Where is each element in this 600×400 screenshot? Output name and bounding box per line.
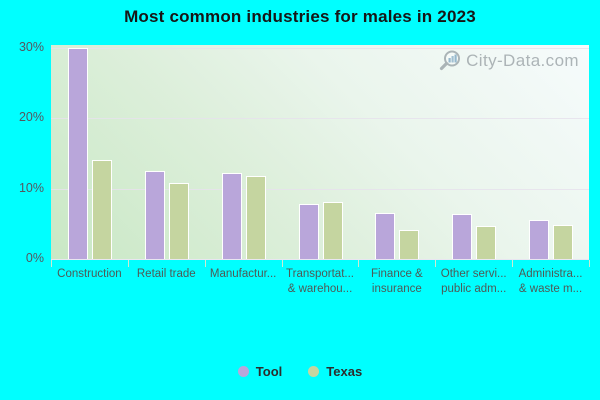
x-tick-4 [358,260,360,267]
x-tick-7 [589,260,590,267]
magnifier-chart-icon [440,50,461,71]
legend-item-tool[interactable]: Tool [237,364,283,379]
legend-item-texas[interactable]: Texas [308,364,362,379]
x-category-label-4: Finance & insurance [370,268,423,295]
y-tick-label-20: 20% [18,110,44,125]
bar-texas-4[interactable] [399,229,420,259]
bar-tool-0[interactable] [67,47,88,259]
x-tick-2 [204,260,206,267]
x-category-label-1: Retail trade [136,268,196,280]
bar-tool-6[interactable] [529,220,550,259]
legend: Tool Texas [0,364,600,379]
x-tick-1 [127,260,129,267]
y-tick-label-30: 30% [18,40,44,54]
bar-texas-5[interactable] [476,226,497,259]
x-category-label-0: Construction [57,268,122,280]
legend-marker-icon [308,366,320,377]
chart-title: Most common industries for males in 2023 [124,7,476,26]
bar-tool-5[interactable] [452,213,473,259]
x-tick-6 [512,260,514,267]
plot-area: City-Data.com [51,45,589,259]
gridline-30 [51,48,589,49]
bar-texas-2[interactable] [245,175,266,259]
bar-texas-1[interactable] [168,183,189,259]
y-tick-label-10: 10% [18,180,44,195]
y-tick-label-0: 0% [25,251,44,265]
bar-tool-2[interactable] [221,172,242,259]
x-axis-line [51,259,589,260]
legend-marker-icon [237,366,249,377]
gridline-20 [51,118,589,120]
bar-tool-3[interactable] [298,203,319,259]
x-category-label-2: Manufactur... [209,268,277,280]
watermark-text: City-Data.com [466,50,579,70]
x-category-label-6: Administra... & waste m... [518,268,583,295]
bar-tool-1[interactable] [144,170,165,259]
bar-texas-0[interactable] [91,160,112,259]
x-tick-5 [435,260,437,267]
bar-texas-3[interactable] [322,201,343,259]
city-data-watermark[interactable]: City-Data.com [438,49,579,72]
x-tick-3 [281,260,283,267]
legend-label: Tool [255,364,283,379]
x-category-label-5: Other servi... public adm... [440,268,507,295]
gridline-10 [51,188,589,190]
x-tick-0 [51,260,52,267]
bar-texas-6[interactable] [553,224,574,259]
legend-label: Texas [326,364,363,379]
bar-tool-4[interactable] [375,213,396,259]
x-category-label-3: Transportat... & warehou... [286,268,354,295]
